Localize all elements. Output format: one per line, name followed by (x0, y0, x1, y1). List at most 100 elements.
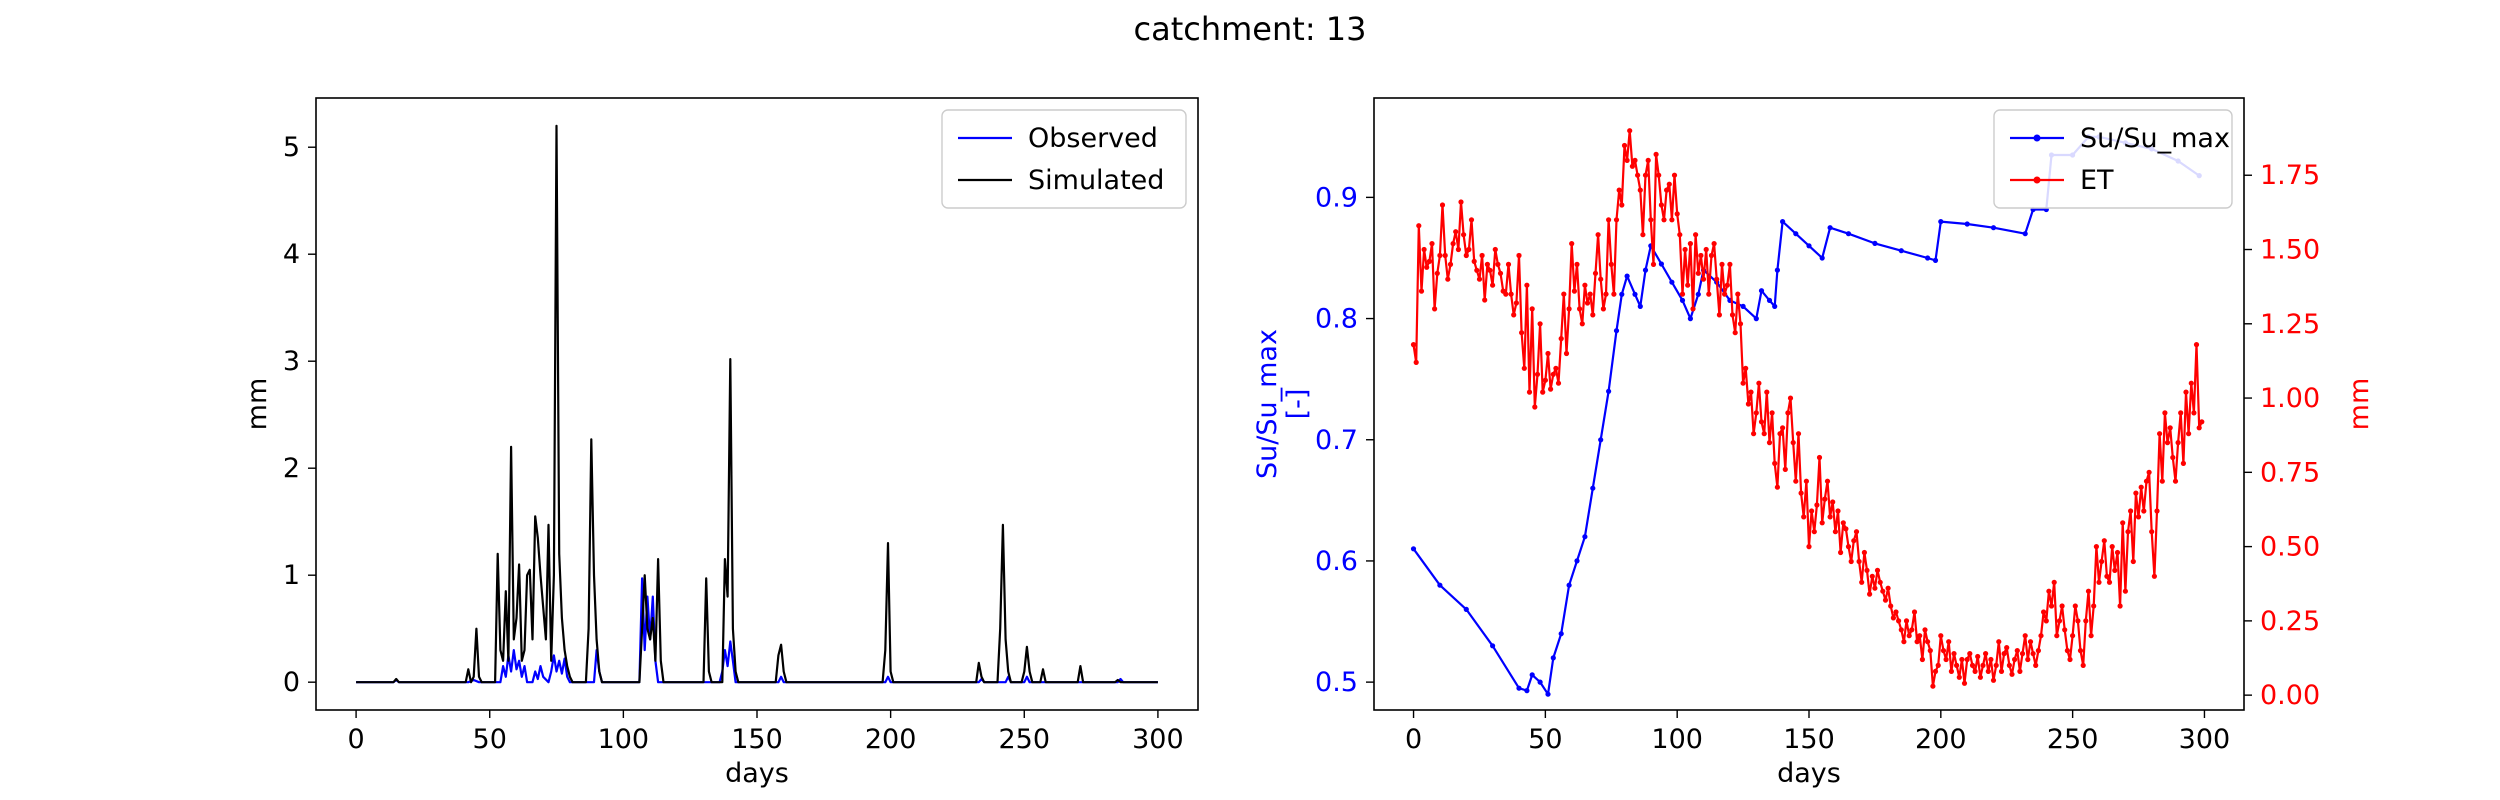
series-et-point (1563, 350, 1570, 357)
y2-tick-label: 1.50 (2260, 235, 2320, 266)
series-et-point (1930, 683, 1936, 689)
series-et-point (2196, 425, 2202, 431)
series-et-point (1714, 276, 1720, 282)
series-et-point (1416, 223, 1422, 229)
series-et-point (1627, 128, 1633, 134)
series-su-point (1679, 297, 1686, 303)
series-et-point (1548, 386, 1554, 392)
series-et-point (1961, 680, 1968, 686)
series-et-point (1468, 217, 1475, 223)
series-et-point (1664, 187, 1670, 193)
x-tick-label: 150 (731, 724, 783, 755)
series-et-point (1993, 662, 1999, 669)
series-su-point (1669, 279, 1675, 285)
series-su-point (1598, 437, 1604, 443)
series-et-point (1822, 496, 1828, 502)
legend-label: Su/Su_max (2080, 123, 2230, 154)
series-et-point (1948, 668, 1954, 675)
series-et-point (1827, 514, 1833, 520)
series-su-point (2022, 231, 2028, 237)
series-et-point (1985, 668, 1991, 675)
series-et-point (1848, 558, 1854, 565)
series-et-point (2043, 618, 2049, 624)
series-et-point (1874, 567, 1881, 574)
x-tick-label: 150 (1783, 724, 1835, 755)
series-et-point (2175, 440, 2181, 446)
legend-label: Simulated (1028, 165, 1164, 196)
series-et-point (2088, 633, 2094, 639)
series-et-point (1882, 597, 1889, 603)
series-et-point (1571, 288, 1577, 294)
series-et-point (1635, 172, 1641, 178)
x-tick-label: 200 (865, 724, 917, 755)
series-et-point (2022, 633, 2028, 639)
series-et-point (1537, 321, 1543, 327)
series-et-point (1719, 261, 1725, 267)
series-et-point (1442, 252, 1448, 259)
series-et-point (1450, 241, 1456, 247)
series-et-point (1558, 336, 1564, 342)
y-tick-label: 0.5 (1315, 667, 1358, 698)
series-et-point (1447, 261, 1454, 267)
series-et-point (1682, 246, 1688, 253)
series-et-point (1851, 538, 1857, 544)
series-et-point (1869, 573, 1875, 579)
series-et-point (1474, 267, 1480, 273)
series-et-point (1893, 609, 1899, 615)
series-et-point (2117, 603, 2123, 609)
series-et-point (1946, 639, 1952, 645)
series-et-point (1590, 312, 1596, 318)
series-et-point (2014, 648, 2020, 654)
left-y-axis-label: mm (242, 378, 273, 431)
series-et-point (1793, 478, 1799, 484)
series-su-point (1410, 546, 1417, 552)
left-x-axis-label: days (725, 758, 789, 789)
x-tick-label: 200 (1915, 724, 1967, 755)
series-et-point (1898, 627, 1904, 633)
series-su-point (1619, 291, 1625, 297)
series-et-point (1990, 677, 1997, 683)
series-et-point (1880, 588, 1886, 594)
series-su-point (1872, 240, 1878, 246)
series-et-point (2019, 651, 2026, 657)
series-et-point (2167, 425, 2173, 431)
series-et-point (1943, 656, 1949, 663)
series-et-point (2133, 490, 2139, 496)
series-et-point (1505, 261, 1512, 267)
series-et-point (1919, 656, 1925, 663)
right-plot: 0 50 100 150 200 250 300 0.50.60.70.80.9 0.000… (1252, 97, 2375, 789)
series-et-point (1461, 232, 1467, 238)
series-et-point (2188, 380, 2194, 386)
legend-marker (2033, 176, 2041, 184)
series-et-point (1951, 651, 1957, 657)
series-su-point (1558, 631, 1564, 637)
y-tick-label: 0 (283, 667, 300, 698)
series-et-point (1608, 261, 1614, 267)
series-et-point (1439, 202, 1446, 208)
series-et-point (2112, 567, 2118, 574)
series-et-point (1708, 252, 1715, 259)
series-su-point (1753, 316, 1759, 322)
series-et-point (2067, 656, 2073, 663)
series-et-point (1424, 264, 1430, 270)
series-et-point (1743, 365, 1749, 371)
series-et-point (2164, 440, 2171, 446)
series-et-point (2104, 573, 2110, 579)
series-et-point (2099, 558, 2105, 565)
series-et-point (1629, 163, 1635, 169)
series-et-point (1938, 633, 1944, 639)
series-et-point (1482, 297, 1488, 303)
series-et-point (1801, 514, 1807, 520)
series-et-point (1740, 380, 1746, 386)
series-su-point (1938, 219, 1944, 225)
series-et-point (1519, 330, 1525, 336)
series-et-point (2035, 648, 2041, 654)
series-su-point (1964, 221, 1970, 227)
series-su-point (1637, 303, 1643, 309)
series-et-point (1885, 585, 1891, 591)
series-et-point (1671, 172, 1678, 178)
series-et-point (1832, 529, 1838, 535)
series-et-point (1690, 306, 1696, 312)
series-su-point (1766, 297, 1773, 303)
series-et-point (1959, 656, 1965, 663)
